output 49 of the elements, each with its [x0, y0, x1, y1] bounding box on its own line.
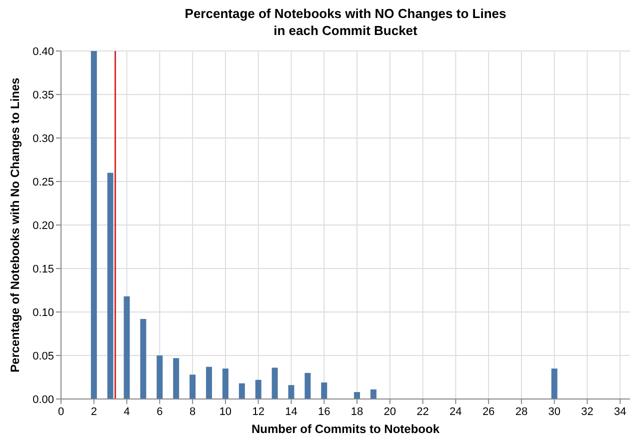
y-tick-label: 0.35 — [32, 90, 54, 102]
y-tick-label: 0.20 — [32, 220, 54, 232]
bar — [288, 385, 294, 399]
bar — [370, 389, 376, 399]
x-tick-label: 2 — [90, 406, 97, 418]
bar — [140, 318, 146, 399]
bar — [304, 372, 311, 399]
bar — [222, 368, 228, 399]
bar — [321, 382, 328, 399]
x-tick-label: 16 — [318, 406, 330, 418]
y-tick-label: 0.15 — [32, 264, 54, 276]
x-axis-title: Number of Commits to Notebook — [252, 422, 440, 436]
y-tick-label: 0.05 — [32, 350, 54, 362]
bar — [238, 383, 245, 399]
x-tick-label: 20 — [384, 406, 396, 418]
y-axis-title: Percentage of Notebooks with No Changes to Lines — [8, 77, 22, 372]
y-tick-label: 0.00 — [32, 394, 54, 406]
x-tick-label: 0 — [58, 406, 64, 418]
x-tick-label: 28 — [515, 406, 528, 418]
bar — [255, 380, 262, 399]
x-tick-label: 4 — [124, 406, 130, 418]
x-tick-label: 26 — [482, 406, 495, 418]
bar — [156, 356, 163, 399]
x-tick-label: 8 — [190, 406, 196, 418]
bar — [124, 296, 130, 399]
text: Percentage of Notebooks with NO Changes to Lines — [184, 6, 506, 21]
x-tick-label: 14 — [285, 406, 298, 418]
y-tick-label: 0.30 — [32, 133, 54, 145]
y-tick-label: 0.25 — [32, 176, 54, 188]
bar — [107, 172, 114, 399]
y-tick-label: 0.10 — [32, 307, 54, 319]
x-tick-label: 12 — [252, 406, 264, 418]
bar — [206, 366, 212, 399]
x-tick-label: 10 — [219, 406, 232, 418]
x-tick-label: 34 — [614, 406, 626, 418]
x-tick-label: 6 — [156, 406, 163, 418]
bar — [90, 51, 97, 399]
x-tick-label: 18 — [350, 406, 364, 418]
x-tick-label: 32 — [581, 406, 594, 418]
text: in each Commit Bucket — [274, 23, 418, 38]
y-tick-label: 0.40 — [32, 46, 54, 58]
bar — [190, 374, 196, 399]
bar — [354, 392, 360, 399]
x-tick-label: 22 — [416, 406, 429, 418]
bar — [173, 358, 180, 399]
bar — [551, 368, 558, 399]
x-tick-label: 24 — [450, 406, 462, 418]
bar — [272, 368, 278, 399]
x-tick-label: 30 — [548, 406, 560, 418]
